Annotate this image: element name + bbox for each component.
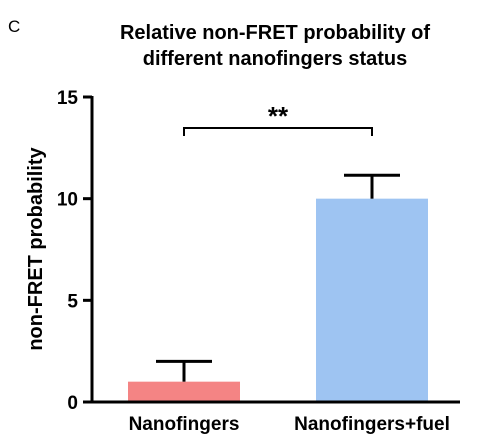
significance-label: ** [268,101,289,131]
bar-1 [316,198,428,402]
y-tick-label-1: 5 [67,291,78,312]
chart-title-line-2: different nanofingers status [143,48,407,70]
y-axis-label: non-FRET probability [25,146,47,350]
category-label-0: Nanofingers [129,414,240,435]
plot-area: Nanofingers Nanofingers+fuel 0 5 10 15 ** [57,88,460,435]
y-tick-label-2: 10 [57,190,78,211]
y-tick-label-3: 15 [57,88,79,109]
significance-bracket [183,127,373,136]
panel-label: C [8,17,20,36]
category-label-1: Nanofingers+fuel [294,414,450,435]
bar-0 [128,381,240,402]
y-tick-label-0: 0 [67,393,78,414]
chart-title-line-1: Relative non-FRET probability of [120,22,430,44]
